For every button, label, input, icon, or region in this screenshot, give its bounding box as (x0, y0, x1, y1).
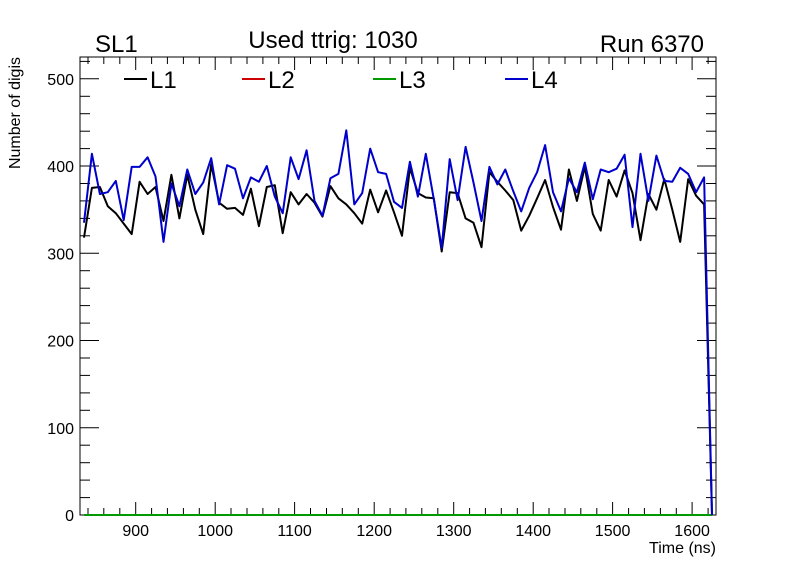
legend-label-l3: L3 (399, 67, 426, 94)
run-label: Run 6370 (600, 31, 704, 58)
axis-ticks: 900 1000 1100 1200 1300 1400 1500 1600 0 100 200 30… (47, 57, 716, 540)
y-tick-label: 500 (47, 72, 74, 89)
x-tick-label: 1200 (356, 523, 392, 540)
x-tick-label: 1400 (515, 523, 551, 540)
y-tick-label: 200 (47, 334, 74, 351)
sl-label: SL1 (95, 31, 138, 58)
legend-label-l4: L4 (531, 67, 558, 94)
x-tick-label: 900 (122, 523, 149, 540)
y-tick-label: 0 (65, 508, 74, 525)
legend-label-l1: L1 (150, 67, 177, 94)
x-tick-label: 1000 (197, 523, 233, 540)
y-tick-label: 300 (47, 246, 74, 263)
x-tick-label: 1300 (436, 523, 472, 540)
x-axis-label: Time (ns) (649, 540, 716, 557)
y-axis-label: Number of digis (7, 57, 24, 169)
legend-label-l2: L2 (268, 67, 295, 94)
legend: L1 L2 L3 L4 (124, 67, 558, 94)
x-tick-label: 1100 (277, 523, 312, 540)
chart-title: Used ttrig: 1030 (248, 27, 417, 54)
series-line-l4 (83, 129, 713, 516)
series-line-l1 (83, 163, 713, 516)
x-tick-label: 1500 (595, 523, 631, 540)
series-group (83, 129, 713, 516)
y-tick-label: 400 (47, 159, 74, 176)
frame (79, 56, 717, 516)
x-tick-label: 1600 (674, 523, 710, 540)
y-tick-label: 100 (47, 421, 74, 438)
